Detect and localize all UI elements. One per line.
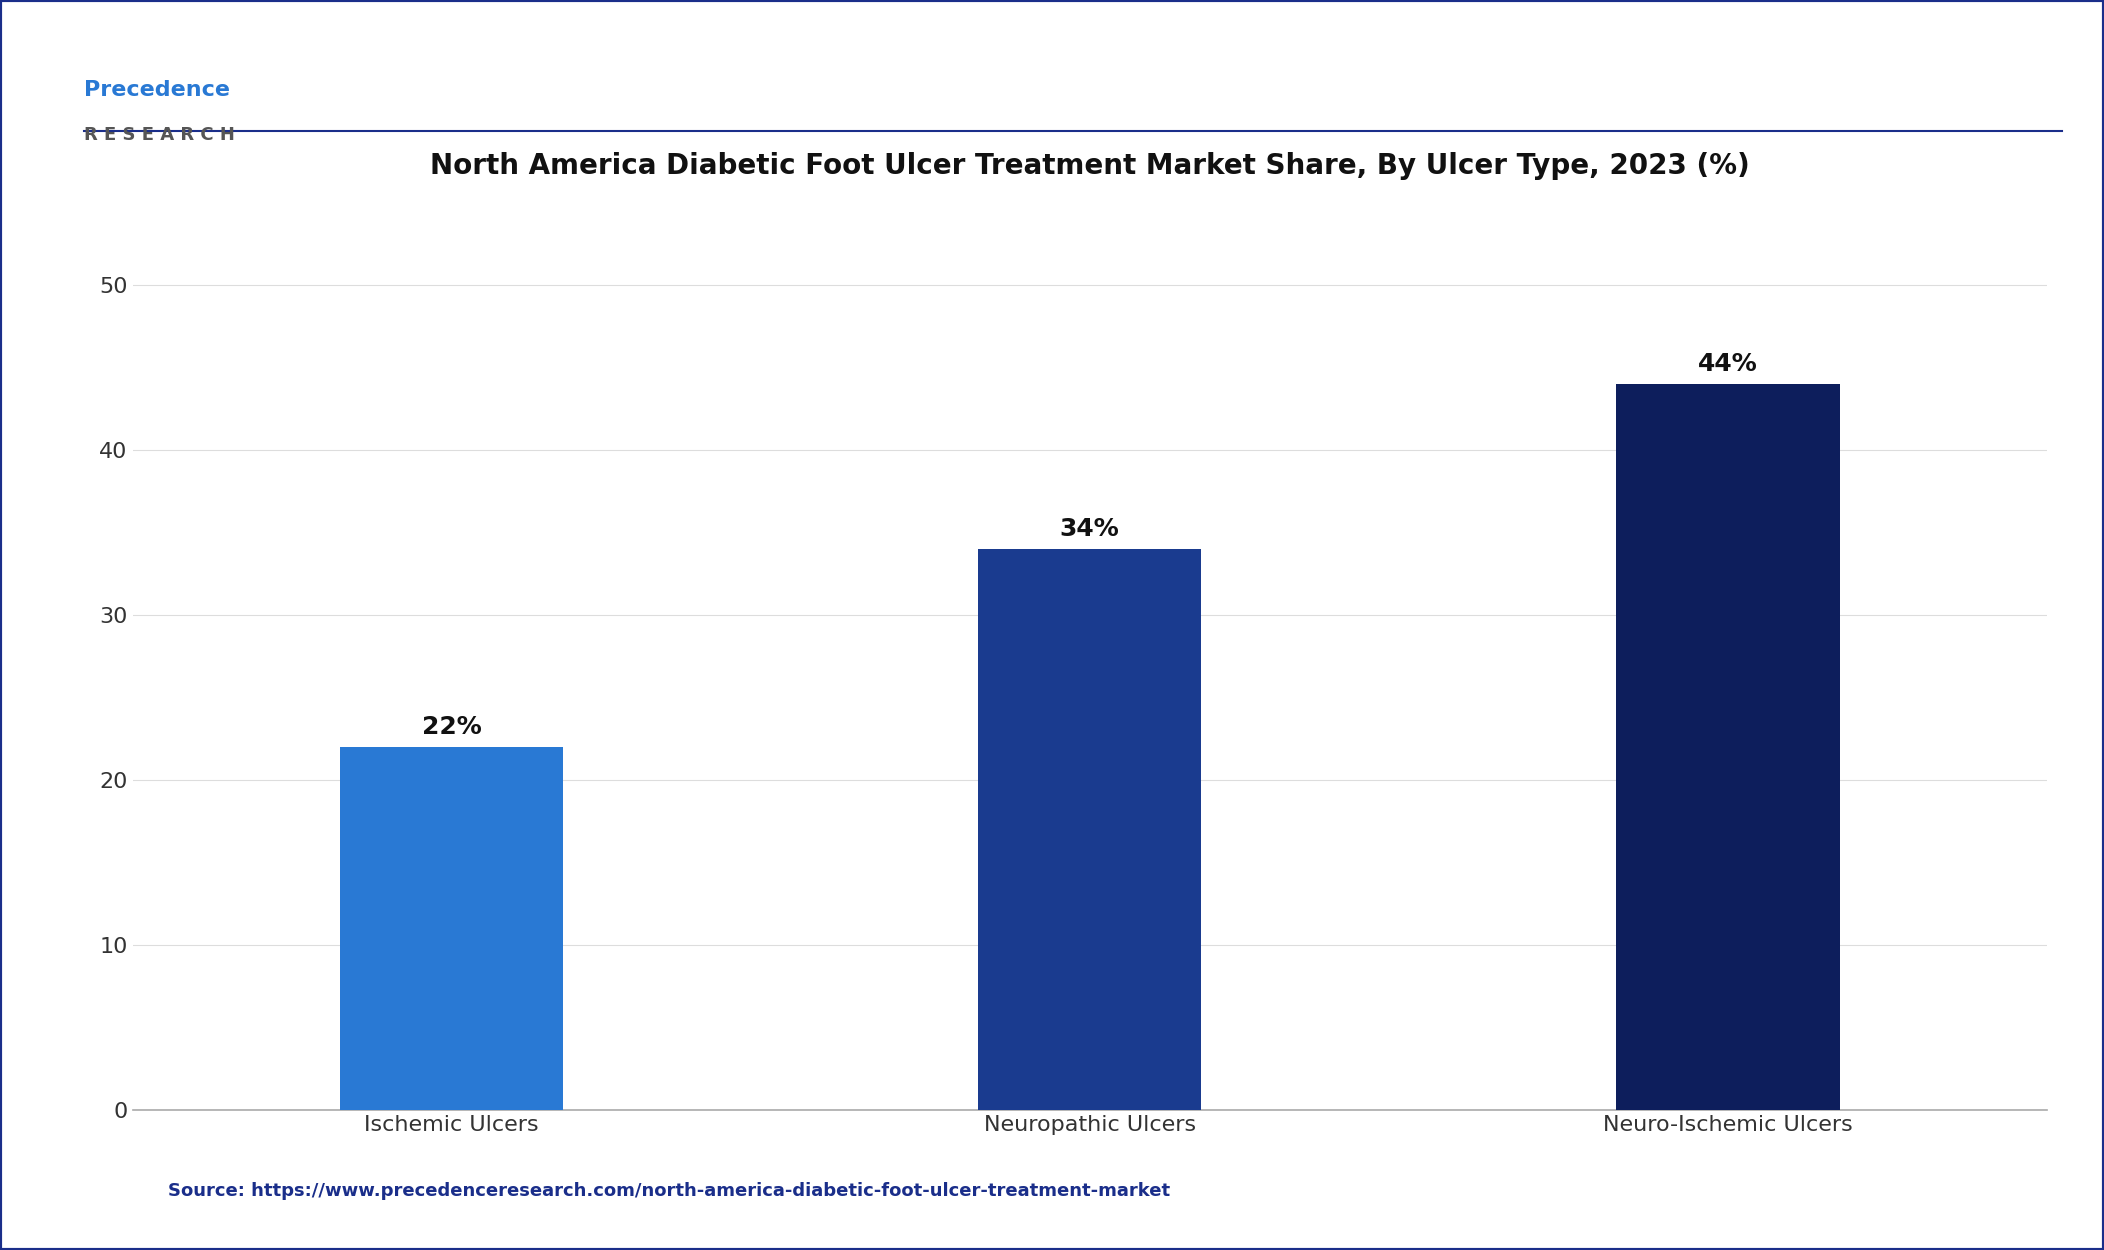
Bar bbox=[1616, 384, 1839, 1110]
Title: North America Diabetic Foot Ulcer Treatment Market Share, By Ulcer Type, 2023 (%: North America Diabetic Foot Ulcer Treatm… bbox=[429, 152, 1751, 180]
Text: R E S E A R C H: R E S E A R C H bbox=[84, 126, 236, 144]
Text: 34%: 34% bbox=[1060, 516, 1119, 541]
Text: 44%: 44% bbox=[1698, 351, 1757, 375]
Text: Precedence: Precedence bbox=[84, 80, 229, 100]
Bar bbox=[341, 748, 564, 1110]
Text: 22%: 22% bbox=[421, 715, 482, 739]
Bar bbox=[978, 549, 1201, 1110]
Text: Source: https://www.precedenceresearch.com/north-america-diabetic-foot-ulcer-tre: Source: https://www.precedenceresearch.c… bbox=[168, 1182, 1170, 1200]
